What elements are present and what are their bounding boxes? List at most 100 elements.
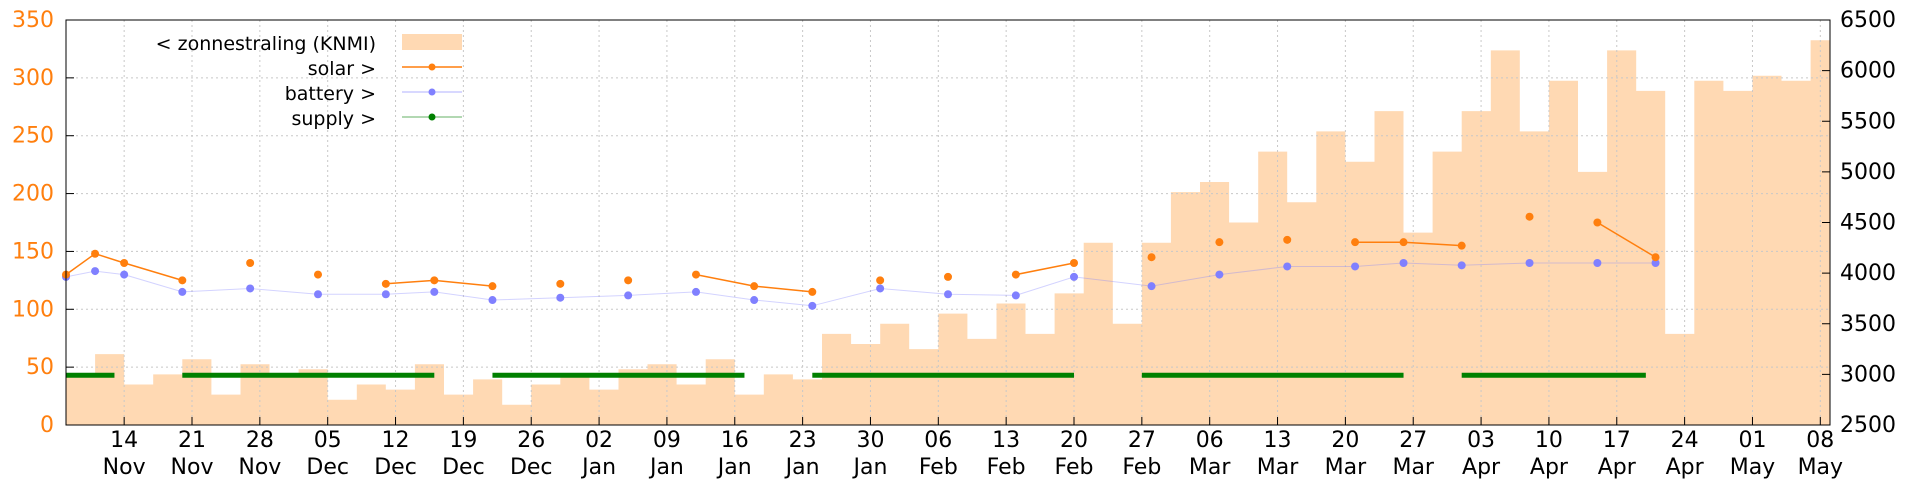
solar-point [178, 276, 187, 285]
solar-point [750, 282, 759, 291]
x-tick-month: Mar [1392, 455, 1434, 480]
y-right-tick-label: 5500 [1840, 109, 1896, 134]
battery-point [692, 287, 700, 296]
battery-point [944, 290, 952, 299]
x-tick-month: Jan [648, 455, 684, 480]
solar-point [1651, 253, 1660, 262]
x-tick-day: 13 [1264, 428, 1292, 453]
battery-point [750, 296, 759, 305]
x-tick-day: 19 [449, 428, 477, 453]
y-right-tick-label: 4000 [1840, 261, 1896, 286]
solar-point [876, 276, 885, 285]
legend-label: < zonnestraling (KNMI) [156, 33, 376, 55]
x-tick-month: Dec [442, 455, 485, 480]
x-tick-day: 03 [1467, 428, 1495, 453]
battery-point [876, 284, 885, 293]
x-tick-day: 21 [178, 428, 206, 453]
battery-point [624, 291, 633, 300]
solar-point [1011, 270, 1020, 279]
x-tick-month: May [1730, 455, 1775, 480]
solar-point [1283, 235, 1292, 244]
y-right-tick-label: 6000 [1840, 59, 1896, 84]
x-tick-day: 24 [1671, 428, 1699, 453]
battery-point [178, 287, 187, 296]
legend-swatch-point [428, 88, 436, 96]
x-tick-month: May [1798, 455, 1843, 480]
solar-point [1215, 238, 1224, 247]
legend-swatch-point [428, 63, 436, 71]
legend-label: solar > [308, 58, 376, 80]
x-tick-month: Jan [852, 455, 888, 480]
solar-point [246, 259, 255, 267]
x-tick-day: 20 [1331, 428, 1359, 453]
x-tick-day: 17 [1603, 428, 1631, 453]
x-tick-day: 23 [789, 428, 817, 453]
x-tick-day: 08 [1806, 428, 1834, 453]
x-tick-month: Feb [919, 455, 958, 480]
y-left-tick-label: 50 [26, 355, 54, 380]
battery-point [1457, 261, 1466, 270]
x-tick-day: 06 [1196, 428, 1224, 453]
y-right-tick-label: 6500 [1840, 8, 1896, 33]
x-tick-month: Dec [510, 455, 553, 480]
solar-line [1597, 221, 1656, 258]
x-tick-month: Jan [716, 455, 752, 480]
x-tick-month: Mar [1189, 455, 1231, 480]
solar-point [120, 259, 129, 267]
y-left-tick-label: 300 [12, 66, 54, 91]
legend-swatch-point [428, 113, 436, 121]
x-tick-month: Dec [374, 455, 417, 480]
x-tick-month: Nov [238, 455, 281, 480]
x-tick-month: Nov [103, 455, 146, 480]
x-tick-day: 02 [585, 428, 613, 453]
x-tick-month: Apr [1462, 455, 1501, 480]
x-tick-month: Apr [1666, 455, 1705, 480]
legend-label: battery > [285, 83, 376, 105]
solar-line [385, 279, 493, 287]
y-right-tick-label: 5000 [1840, 160, 1896, 185]
x-tick-month: Feb [1055, 455, 1094, 480]
x-tick-day: 27 [1399, 428, 1427, 453]
legend-label: supply > [291, 108, 376, 130]
x-tick-month: Dec [306, 455, 349, 480]
x-tick-month: Nov [171, 455, 214, 480]
x-tick-month: Jan [784, 455, 820, 480]
y-left-tick-label: 150 [12, 239, 54, 264]
battery-point [1011, 291, 1020, 300]
battery-point [1399, 259, 1408, 267]
solar-line [65, 252, 183, 282]
x-tick-day: 06 [924, 428, 952, 453]
battery-point [120, 270, 129, 279]
x-tick-day: 14 [110, 428, 138, 453]
solar-point [556, 279, 565, 288]
y-left-tick-label: 0 [40, 413, 54, 438]
solar-point [692, 270, 700, 279]
solar-point [1147, 253, 1156, 262]
solar-point [1525, 212, 1534, 221]
x-tick-day: 10 [1535, 428, 1563, 453]
battery-point [1147, 282, 1156, 291]
y-left-tick-label: 200 [12, 182, 54, 207]
battery-point [1525, 259, 1534, 267]
y-right-tick-label: 4500 [1840, 211, 1896, 236]
battery-point [1593, 259, 1602, 267]
x-tick-month: Mar [1325, 455, 1367, 480]
solar-point [624, 276, 633, 285]
x-tick-day: 13 [992, 428, 1020, 453]
battery-point [808, 301, 817, 310]
x-tick-month: Feb [1122, 455, 1161, 480]
x-tick-day: 09 [653, 428, 681, 453]
battery-point [1215, 270, 1224, 279]
y-right-tick-label: 3000 [1840, 362, 1896, 387]
solar-point [1070, 259, 1078, 267]
x-tick-month: Apr [1530, 455, 1569, 480]
solar-point [944, 272, 952, 281]
x-tick-day: 20 [1060, 428, 1088, 453]
solar-point [1399, 238, 1408, 247]
x-tick-day: 26 [517, 428, 545, 453]
y-right-tick-label: 3500 [1840, 312, 1896, 337]
x-tick-day: 01 [1738, 428, 1766, 453]
x-tick-month: Feb [987, 455, 1026, 480]
